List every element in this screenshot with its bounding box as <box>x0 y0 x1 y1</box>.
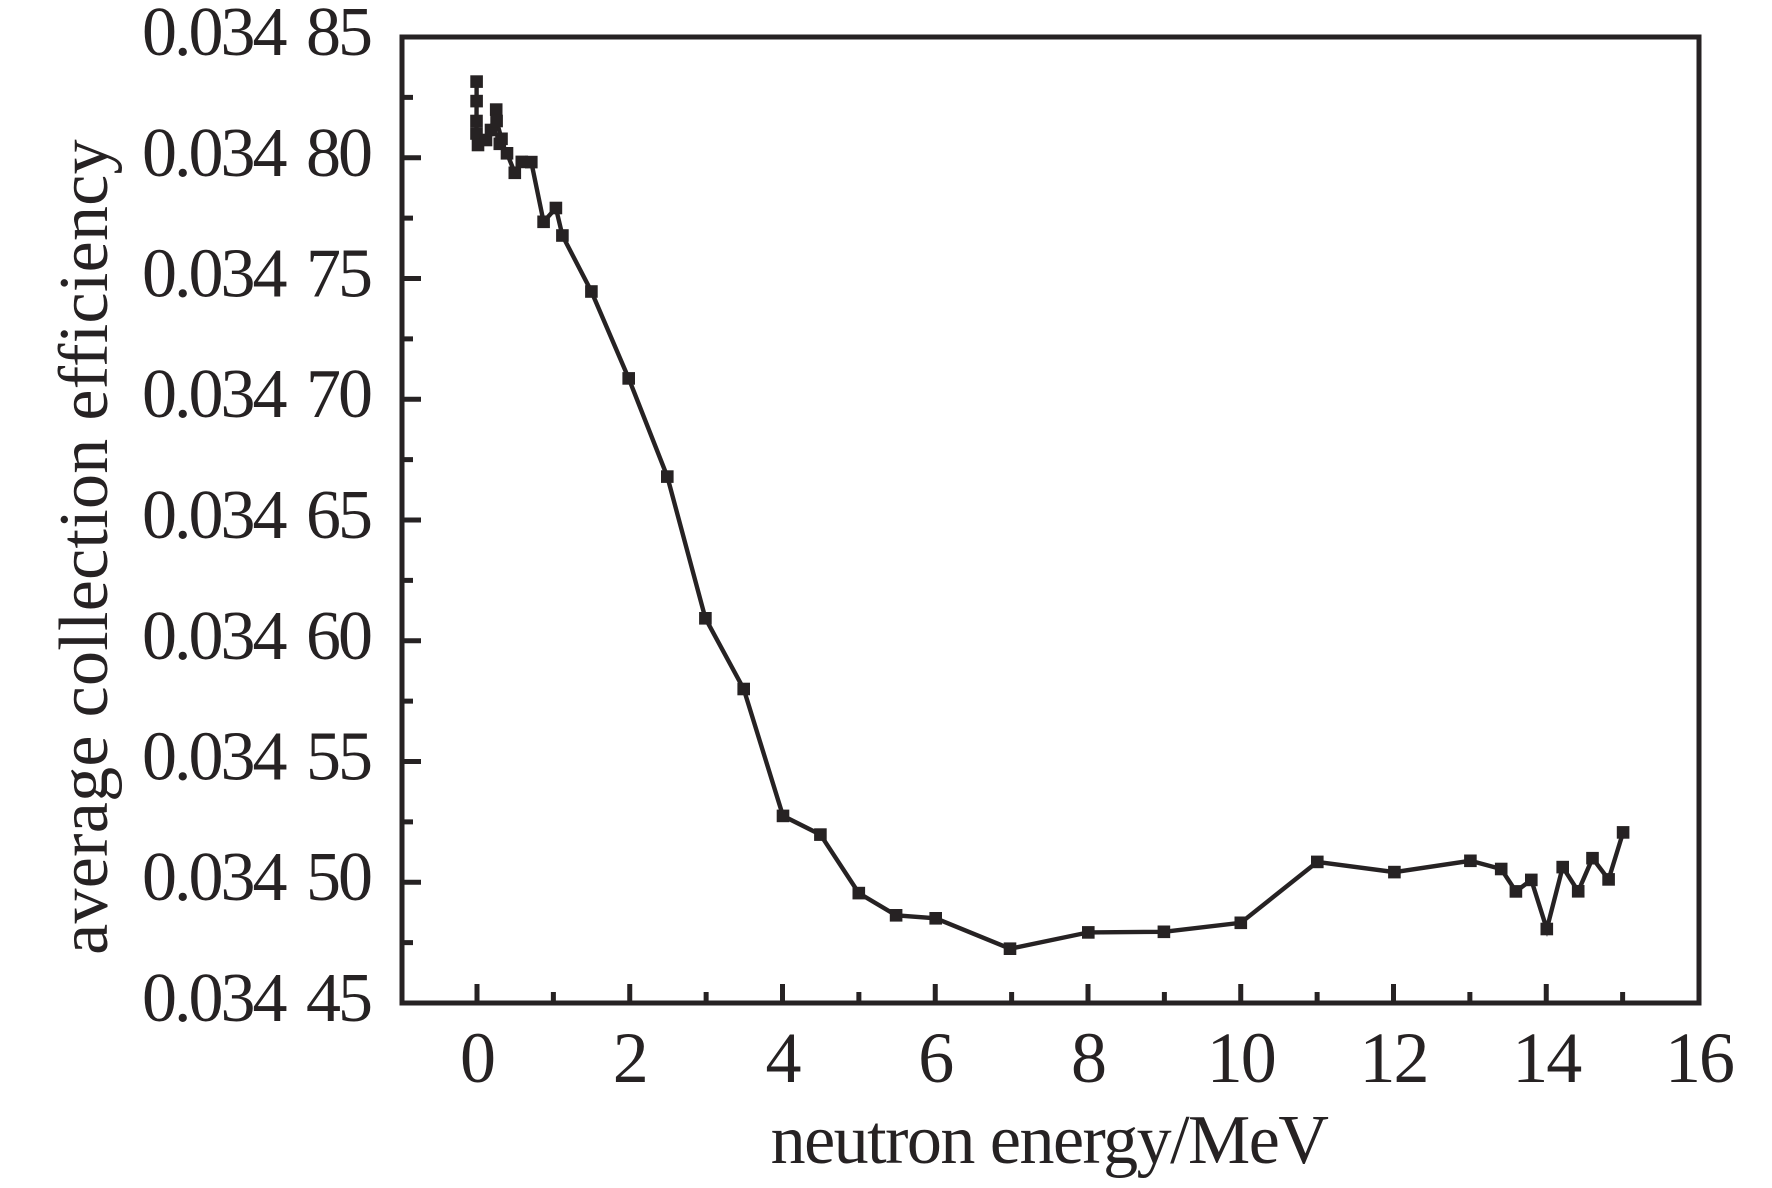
svg-text:0.034 60: 0.034 60 <box>142 598 371 675</box>
svg-text:0.034 80: 0.034 80 <box>142 115 371 192</box>
svg-text:0.034 65: 0.034 65 <box>142 477 371 554</box>
svg-text:16: 16 <box>1665 1018 1733 1098</box>
svg-text:0.034 85: 0.034 85 <box>142 0 371 71</box>
svg-text:0.034 75: 0.034 75 <box>142 236 371 313</box>
svg-text:4: 4 <box>766 1018 801 1098</box>
svg-text:8: 8 <box>1071 1018 1105 1098</box>
svg-text:0.034 55: 0.034 55 <box>142 719 371 796</box>
svg-text:10: 10 <box>1207 1018 1275 1098</box>
svg-text:0.034 45: 0.034 45 <box>142 960 371 1037</box>
svg-text:2: 2 <box>613 1018 647 1098</box>
svg-text:6: 6 <box>918 1018 952 1098</box>
svg-text:0.034 50: 0.034 50 <box>142 839 371 916</box>
svg-text:0.034 70: 0.034 70 <box>142 356 371 433</box>
svg-text:0: 0 <box>460 1018 494 1098</box>
svg-text:14: 14 <box>1512 1018 1581 1098</box>
svg-text:neutron energy/MeV: neutron energy/MeV <box>771 1102 1329 1179</box>
svg-text:average collection efficiency: average collection efficiency <box>46 139 123 955</box>
svg-text:12: 12 <box>1360 1018 1428 1098</box>
